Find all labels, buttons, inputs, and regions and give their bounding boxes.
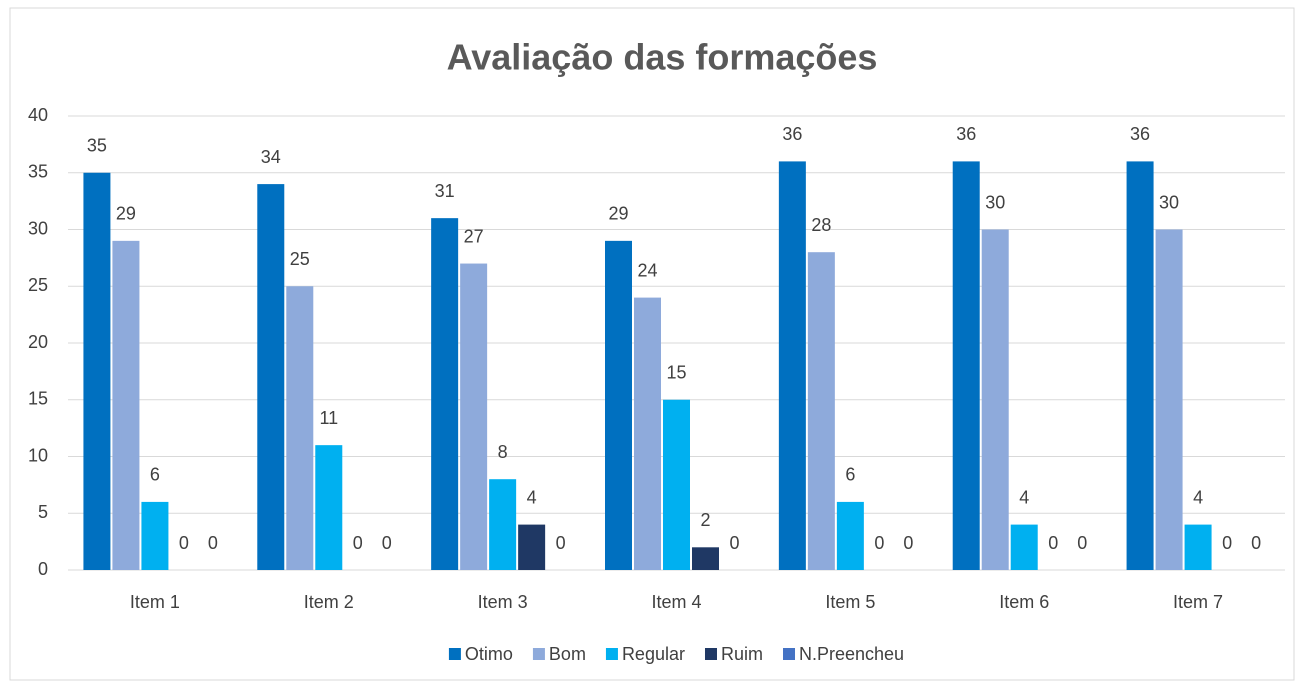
data-label: 4 — [527, 487, 537, 507]
data-label: 4 — [1019, 487, 1029, 507]
legend-label: Regular — [622, 644, 685, 664]
bar — [692, 547, 719, 570]
x-tick-label: Item 5 — [825, 592, 875, 612]
data-label: 6 — [150, 465, 160, 485]
y-tick-label: 30 — [28, 218, 48, 238]
data-label: 30 — [1159, 192, 1179, 212]
legend-swatch — [532, 648, 545, 660]
legend-swatch — [605, 648, 618, 660]
data-label: 0 — [874, 533, 884, 553]
data-label: 4 — [1193, 487, 1203, 507]
bar — [1126, 161, 1154, 570]
legend-label: Bom — [549, 644, 586, 664]
bar — [1155, 229, 1183, 570]
legend-swatch — [704, 648, 717, 660]
bar — [141, 501, 169, 570]
data-label: 6 — [845, 465, 855, 485]
y-tick-label: 35 — [28, 162, 48, 182]
data-label: 31 — [435, 181, 455, 201]
bar — [112, 240, 140, 570]
bar — [315, 445, 343, 570]
data-label: 0 — [1222, 533, 1232, 553]
data-label: 0 — [353, 533, 363, 553]
legend-label: Otimo — [465, 644, 513, 664]
bar — [634, 297, 661, 570]
bar — [257, 184, 285, 570]
y-tick-label: 10 — [28, 445, 48, 465]
bar — [489, 479, 517, 570]
data-label: 11 — [319, 408, 338, 428]
data-label: 36 — [1130, 124, 1150, 144]
data-label: 24 — [637, 260, 657, 280]
bar — [836, 501, 864, 570]
data-label: 0 — [1048, 533, 1058, 553]
data-label: 30 — [985, 192, 1005, 212]
data-label: 36 — [782, 124, 802, 144]
data-label: 0 — [729, 533, 739, 553]
x-tick-label: Item 7 — [1173, 592, 1223, 612]
y-tick-label: 20 — [28, 332, 48, 352]
legend-swatch — [448, 648, 461, 660]
bar — [981, 229, 1009, 570]
data-label: 25 — [290, 249, 310, 269]
chart-title: Avaliação das formações — [447, 37, 878, 78]
data-label: 2 — [700, 510, 710, 530]
bar — [518, 524, 546, 570]
data-label: 27 — [464, 226, 484, 246]
bar — [778, 161, 806, 570]
data-label: 0 — [1077, 533, 1087, 553]
data-label: 0 — [556, 533, 566, 553]
bar — [605, 240, 632, 570]
bar — [807, 252, 835, 570]
data-label: 0 — [1251, 533, 1261, 553]
bar — [1010, 524, 1038, 570]
data-label: 0 — [208, 533, 218, 553]
data-label: 36 — [956, 124, 976, 144]
legend-swatch — [783, 648, 796, 660]
bar — [1184, 524, 1212, 570]
data-label: 34 — [261, 147, 281, 167]
bar — [952, 161, 980, 570]
x-tick-label: Item 3 — [478, 592, 528, 612]
y-tick-label: 25 — [28, 275, 48, 295]
bar — [663, 399, 690, 570]
x-tick-label: Item 2 — [304, 592, 354, 612]
y-tick-label: 40 — [28, 105, 48, 125]
y-tick-label: 0 — [38, 559, 48, 579]
bar — [286, 286, 314, 570]
data-label: 29 — [608, 204, 628, 224]
bar — [431, 218, 459, 570]
data-label: 8 — [498, 442, 508, 462]
bar — [460, 263, 488, 570]
legend-label: Ruim — [721, 644, 763, 664]
y-tick-label: 15 — [28, 389, 48, 409]
x-tick-label: Item 4 — [651, 592, 701, 612]
data-label: 15 — [666, 363, 686, 383]
bar — [83, 172, 111, 570]
data-label: 28 — [811, 215, 831, 235]
x-tick-label: Item 6 — [999, 592, 1049, 612]
data-label: 29 — [116, 204, 136, 224]
data-label: 0 — [903, 533, 913, 553]
legend-label: N.Preencheu — [799, 644, 904, 664]
x-tick-label: Item 1 — [130, 592, 180, 612]
data-label: 0 — [382, 533, 392, 553]
data-label: 35 — [87, 136, 107, 156]
data-label: 0 — [179, 533, 189, 553]
y-tick-label: 5 — [38, 502, 48, 522]
